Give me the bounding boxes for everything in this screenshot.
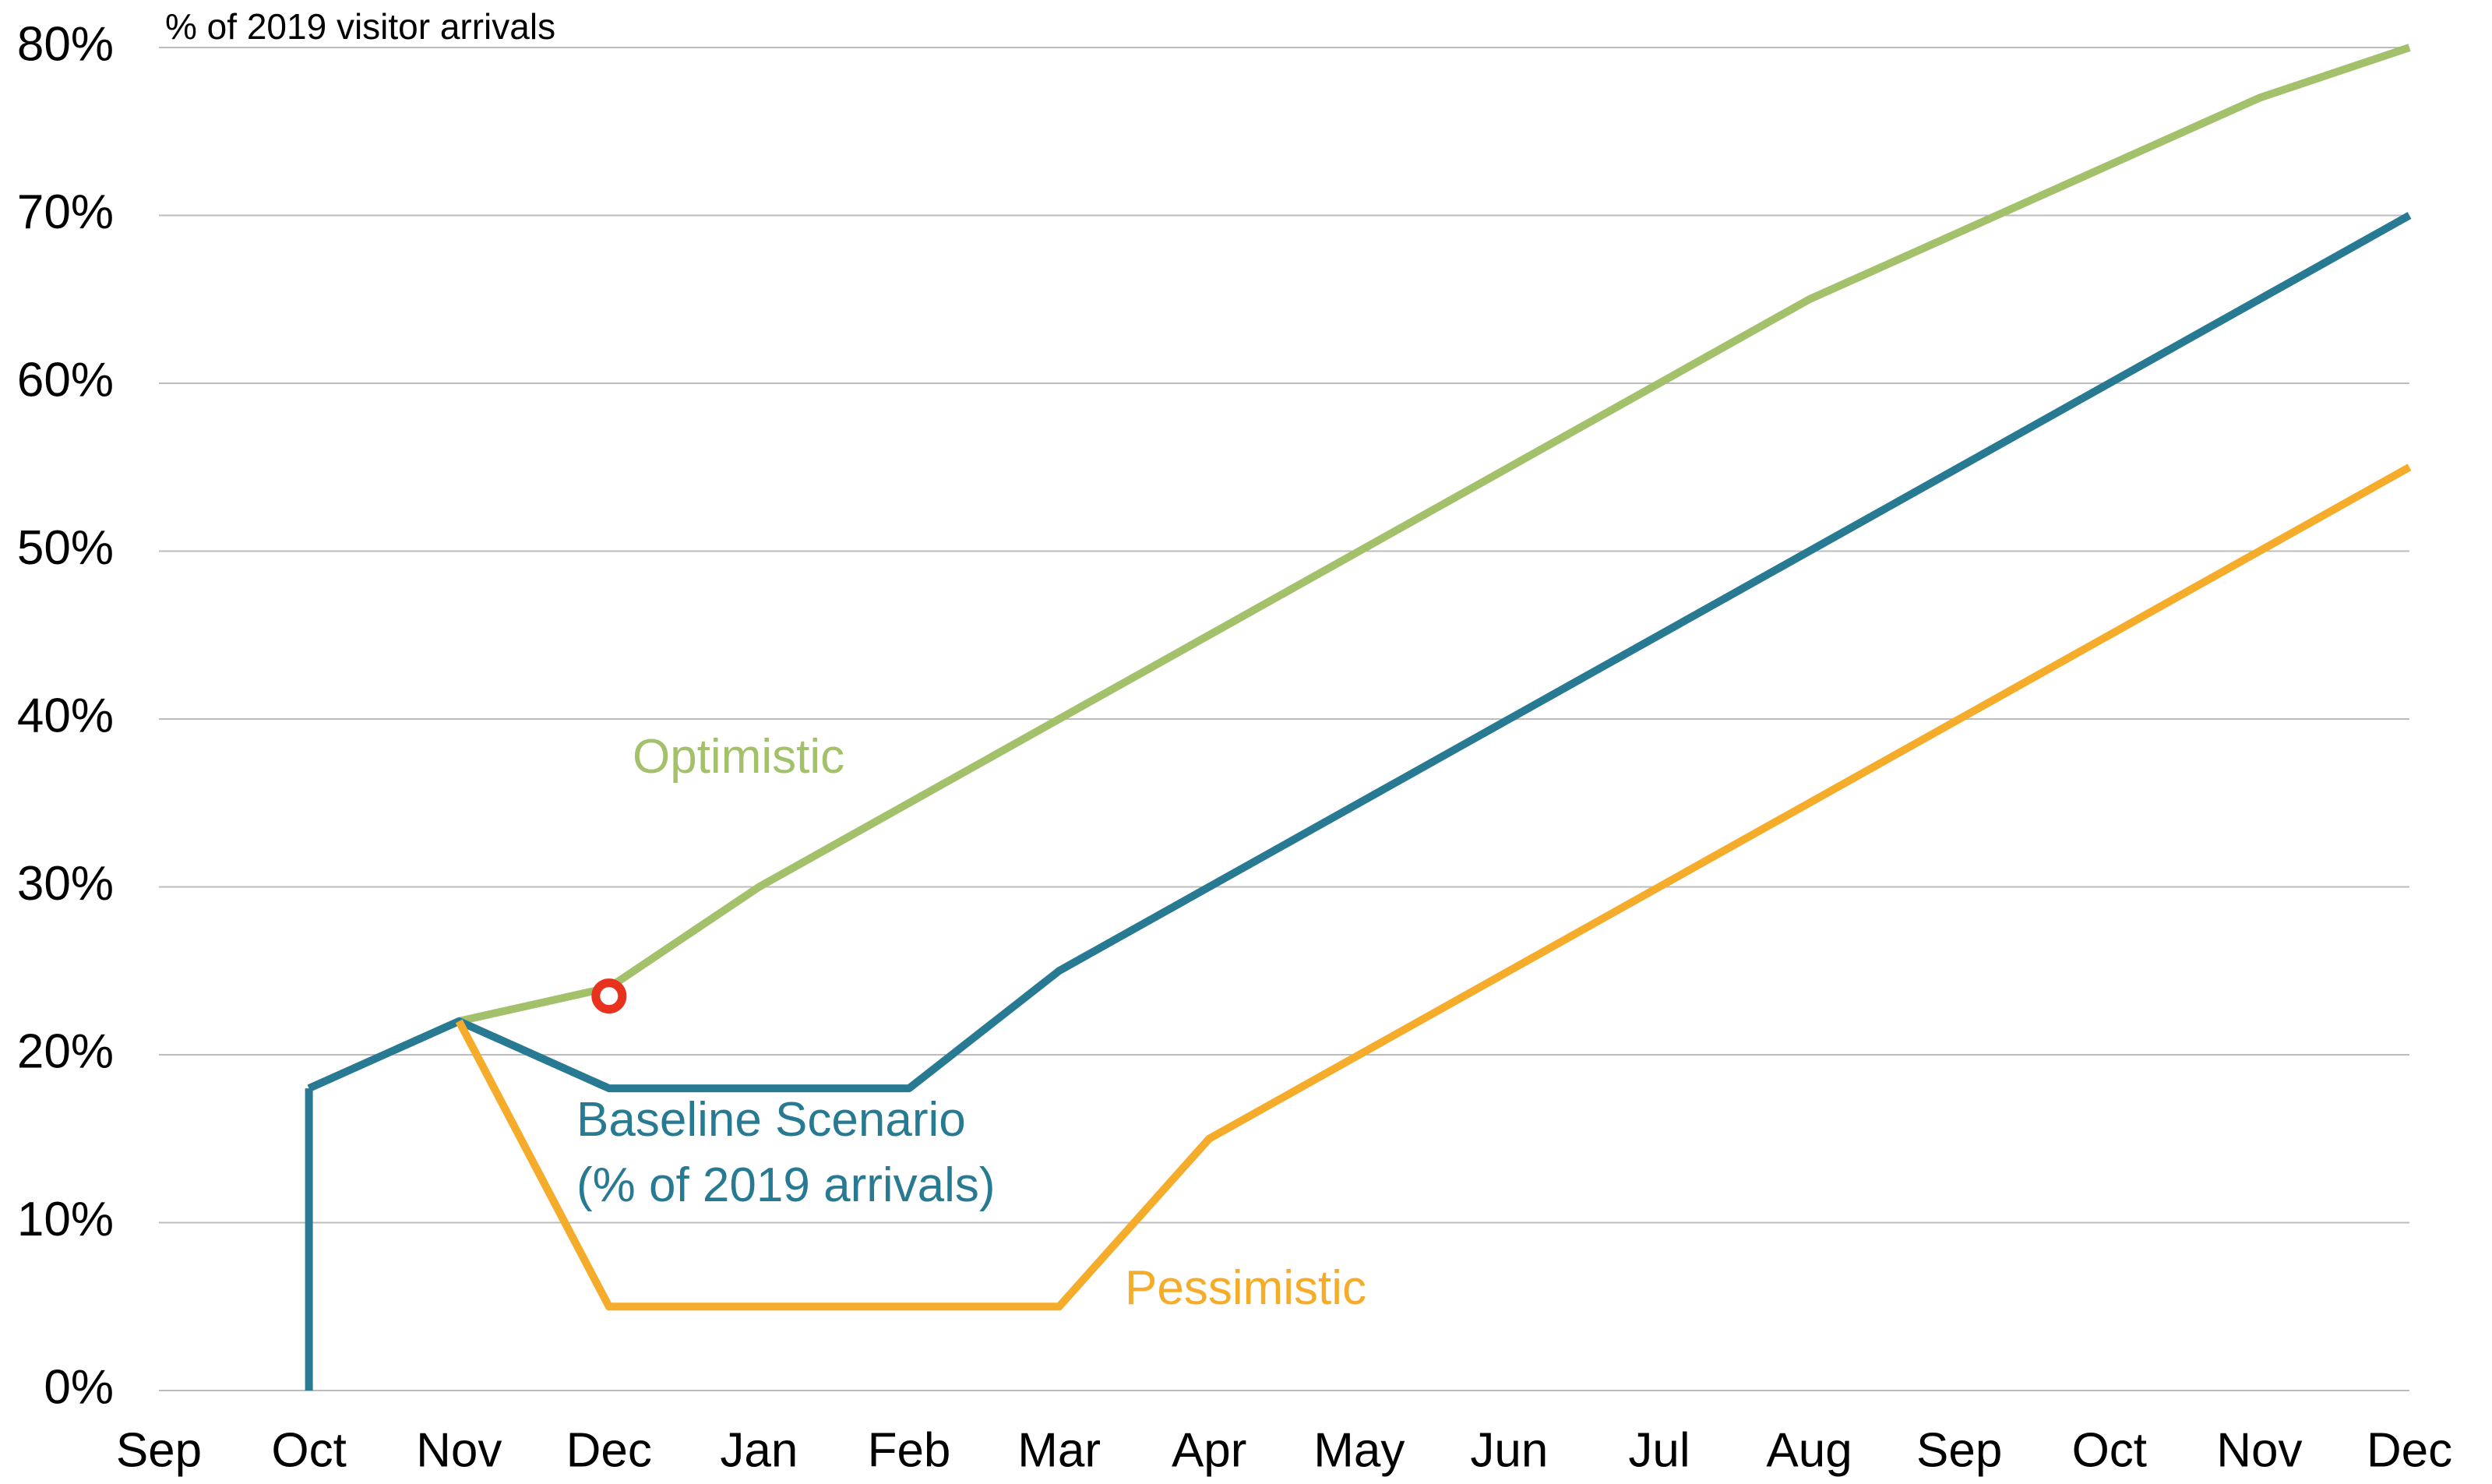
series-line	[455, 464, 2412, 1311]
y-tick-label: 10%	[17, 1193, 114, 1246]
x-tick-label: Dec	[2367, 1423, 2452, 1477]
y-tick-label: 0%	[44, 1360, 114, 1414]
x-tick-label: Oct	[271, 1423, 346, 1477]
x-tick-label: Mar	[1017, 1423, 1101, 1477]
x-tick-label: Nov	[416, 1423, 502, 1477]
x-tick-label: Nov	[2216, 1423, 2302, 1477]
x-tick-label: Sep	[1916, 1423, 2002, 1477]
x-tick-label: May	[1313, 1423, 1405, 1477]
y-tick-label: 40%	[17, 689, 114, 742]
x-tick-label: Dec	[566, 1423, 652, 1477]
x-tick-label: Apr	[1172, 1423, 1246, 1477]
x-tick-label: Jan	[720, 1423, 798, 1477]
highlight-point	[591, 978, 627, 1014]
y-tick-label: 30%	[17, 857, 114, 911]
x-tick-label: Jun	[1470, 1423, 1548, 1477]
series-line	[458, 44, 2411, 1025]
y-tick-label: 60%	[17, 353, 114, 407]
series-label: Baseline Scenario (% of 2019 arrivals)	[576, 1093, 996, 1212]
y-tick-label: 80%	[17, 17, 114, 71]
y-tick-label: 50%	[17, 521, 114, 575]
series-line	[307, 212, 2412, 1093]
x-tick-label: Feb	[868, 1423, 951, 1477]
series-label: Pessimistic	[1125, 1261, 1367, 1315]
y-axis-label: % of 2019 visitor arrivals	[165, 6, 555, 47]
x-tick-label: Jul	[1628, 1423, 1690, 1477]
y-tick-label: 70%	[17, 185, 114, 239]
series-label: Optimistic	[633, 730, 845, 784]
x-tick-label: Oct	[2072, 1423, 2147, 1477]
x-tick-label: Aug	[1766, 1423, 1852, 1477]
y-tick-label: 20%	[17, 1024, 114, 1078]
x-tick-label: Sep	[116, 1423, 202, 1477]
